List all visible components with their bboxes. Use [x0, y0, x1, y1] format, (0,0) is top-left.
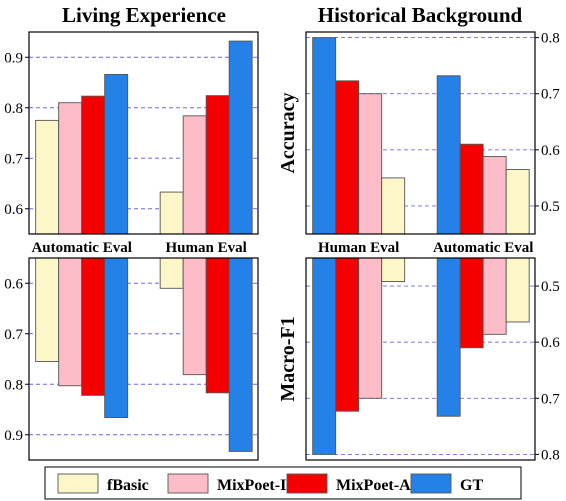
y-axis-label: Macro-F1 [277, 316, 299, 401]
y-tick-label: 0.7 [4, 151, 23, 167]
category-label: Human Eval [166, 240, 247, 256]
bar-mixpoet-ig-human-eval [183, 116, 206, 234]
bar-mixpoet-ig-automatic-eval [483, 258, 506, 334]
bar-mixpoet-aus-human-eval [206, 96, 229, 234]
bar-fbasic-automatic-eval [36, 120, 59, 234]
bar-gt-automatic-eval [437, 258, 460, 416]
bar-mixpoet-aus-human-eval [206, 258, 229, 393]
bar-fbasic-human-eval [160, 258, 183, 288]
y-tick-label: 0.8 [4, 101, 23, 117]
bar-fbasic-human-eval [382, 258, 405, 282]
y-tick-label: 0.7 [4, 327, 23, 343]
bar-mixpoet-aus-automatic-eval [82, 96, 105, 234]
bar-mixpoet-aus-automatic-eval [82, 258, 105, 395]
chart-panel-2: Human Eval Automatic Eval 0.5 0.6 0.7 0.8 Hist… [277, 3, 560, 256]
bar-mixpoet-ig-human-eval [359, 94, 382, 234]
bar-gt-human-eval [229, 258, 252, 451]
legend-label-gt: GT [460, 477, 483, 494]
y-tick-label: 0.5 [541, 279, 560, 295]
bar-mixpoet-ig-automatic-eval [59, 103, 82, 234]
bar-mixpoet-ig-human-eval [359, 258, 382, 398]
bar-fbasic-human-eval [160, 192, 183, 234]
bar-gt-human-eval [313, 38, 336, 234]
bar-mixpoet-ig-human-eval [183, 258, 206, 375]
y-tick-label: 0.8 [541, 447, 560, 463]
y-tick-label: 0.9 [4, 428, 23, 444]
chart-title: Historical Background [318, 3, 523, 27]
y-tick-label: 0.7 [541, 87, 560, 103]
bar-fbasic-human-eval [382, 178, 405, 234]
y-tick-label: 0.6 [4, 202, 23, 218]
legend-swatch-mixpoet-ig [168, 474, 208, 493]
bar-gt-human-eval [229, 41, 252, 234]
y-tick-label: 0.5 [541, 199, 560, 215]
y-tick-label: 0.6 [541, 143, 560, 159]
y-tick-label: 0.7 [541, 391, 560, 407]
y-tick-label: 0.8 [541, 31, 560, 47]
chart-title: Living Experience [62, 3, 226, 27]
chart-panel-4: 0.5 0.6 0.7 0.8 Macro-F1 [277, 258, 560, 463]
legend-swatch-mixpoet-aus [287, 474, 327, 493]
chart-panel-3: 0.6 0.7 0.8 0.9 [4, 258, 258, 460]
bar-mixpoet-aus-human-eval [336, 258, 359, 411]
bar-gt-human-eval [313, 258, 336, 454]
y-tick-label: 0.9 [4, 50, 23, 66]
bar-mixpoet-ig-automatic-eval [59, 258, 82, 386]
bar-mixpoet-aus-automatic-eval [460, 144, 483, 234]
bar-gt-automatic-eval [437, 76, 460, 234]
bar-fbasic-automatic-eval [506, 258, 529, 322]
category-label: Automatic Eval [31, 240, 131, 256]
legend-swatch-gt [411, 474, 451, 493]
bar-fbasic-automatic-eval [36, 258, 59, 362]
bar-mixpoet-ig-automatic-eval [483, 157, 506, 234]
legend-swatch-fbasic [58, 474, 98, 493]
bar-mixpoet-aus-automatic-eval [460, 258, 483, 348]
category-label: Automatic Eval [433, 240, 533, 256]
bar-gt-automatic-eval [105, 258, 128, 418]
chart-panel-1: Automatic Eval Human Eval 0.6 0.7 0.8 0.9 Livi… [4, 3, 258, 256]
y-tick-label: 0.8 [4, 377, 23, 393]
bar-mixpoet-aus-human-eval [336, 81, 359, 234]
y-tick-label: 0.6 [541, 335, 560, 351]
legend-label-fbasic: fBasic [107, 477, 149, 494]
y-tick-label: 0.6 [4, 276, 23, 292]
y-axis-label: Accuracy [277, 92, 299, 173]
bar-gt-automatic-eval [105, 74, 128, 234]
legend: fBasic MixPoet-IG MixPoet-AUS GT [45, 467, 521, 499]
bar-fbasic-automatic-eval [506, 169, 529, 234]
category-label: Human Eval [318, 240, 399, 256]
